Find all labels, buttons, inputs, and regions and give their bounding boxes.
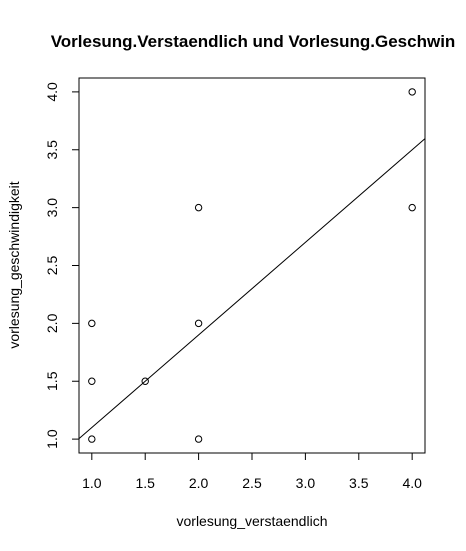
data-point xyxy=(88,377,96,385)
data-point xyxy=(194,203,203,212)
data-point xyxy=(88,319,96,328)
y-tick-label: 2.0 xyxy=(44,313,60,333)
y-tick-label: 2.5 xyxy=(44,256,60,276)
y-axis: 1.0 1.5 2.0 2.5 3.0 3.5 4.0 xyxy=(44,82,79,449)
y-tick-label: 3.5 xyxy=(44,140,60,160)
x-tick-label: 4.0 xyxy=(402,475,422,491)
data-point xyxy=(194,435,203,443)
x-tick-label: 2.0 xyxy=(189,475,209,491)
data-point xyxy=(408,88,416,96)
regression-line xyxy=(78,138,426,440)
chart-title: Vorlesung.Verstaendlich und Vorlesung.Ge… xyxy=(51,32,456,51)
x-tick-label: 1.5 xyxy=(135,475,155,491)
y-axis-label: vorlesung_geschwindigkeit xyxy=(6,181,22,348)
data-point xyxy=(141,377,149,385)
plot-frame xyxy=(78,77,426,454)
x-tick-label: 3.5 xyxy=(349,475,369,491)
data-point xyxy=(194,319,203,328)
x-axis-label: vorlesung_verstaendlich xyxy=(177,513,328,529)
data-point xyxy=(408,203,416,212)
x-axis: 1.0 1.5 2.0 2.5 3.0 3.5 4.0 xyxy=(82,453,422,491)
y-tick-label: 4.0 xyxy=(44,82,60,102)
x-tick-label: 1.0 xyxy=(82,475,102,491)
data-points xyxy=(88,88,416,443)
y-tick-label: 1.0 xyxy=(44,429,60,449)
x-tick-label: 3.0 xyxy=(296,475,316,491)
y-tick-label: 1.5 xyxy=(44,371,60,391)
regression-line-group xyxy=(78,138,426,440)
x-tick-label: 2.5 xyxy=(242,475,262,491)
y-tick-label: 3.0 xyxy=(44,198,60,218)
data-point xyxy=(88,435,96,443)
